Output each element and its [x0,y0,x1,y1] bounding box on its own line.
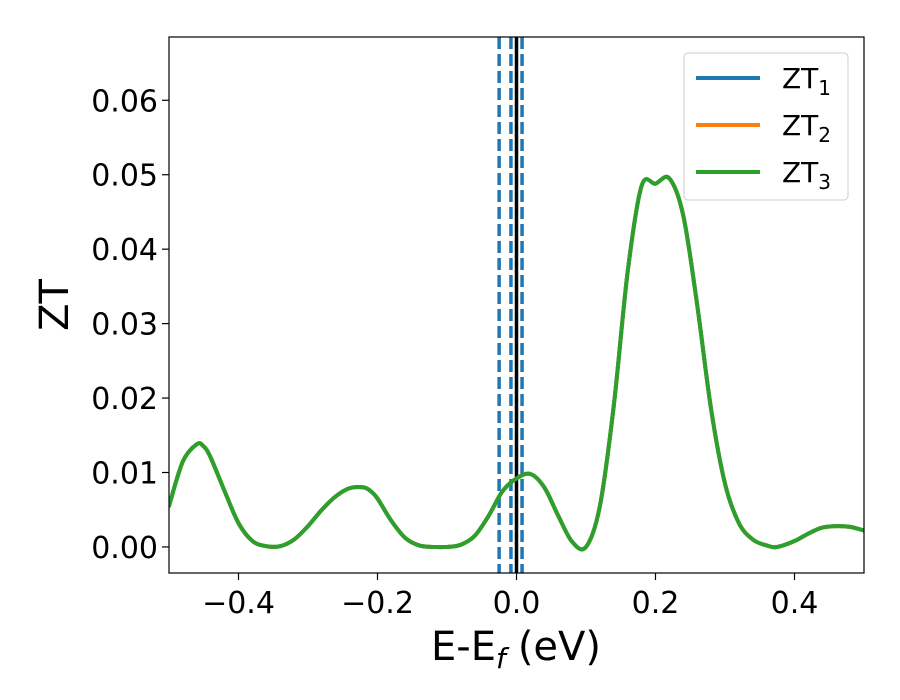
legend-label-zt1: ZT1 [782,62,831,100]
series-line-zt3 [169,174,864,552]
y-tick-label: 0.00 [91,531,158,566]
y-tick-label: 0.04 [91,233,158,268]
x-axis-label-unit: (eV) [518,624,601,670]
x-tick-label: 0.4 [771,586,819,621]
series-lines [169,174,864,552]
y-tick-label: 0.01 [91,457,158,492]
x-axis-label: E-Ef (eV) [431,624,601,675]
y-tick-label: 0.05 [91,159,158,194]
x-tick-label: −0.2 [341,586,414,621]
x-tick-label: 0.2 [632,586,680,621]
x-axis-label-subscript: f [496,642,510,675]
legend-label-zt3: ZT3 [782,156,831,194]
x-axis-ticks: −0.4 −0.2 0.0 0.2 0.4 [202,573,818,621]
legend-label-zt2: ZT2 [782,109,831,147]
y-axis-label: ZT [32,279,78,331]
y-axis-ticks: 0.00 0.01 0.02 0.03 0.04 0.05 0.06 [91,84,169,566]
y-tick-label: 0.02 [91,382,158,417]
y-tick-label: 0.06 [91,84,158,119]
legend: ZT1 ZT2 ZT3 [683,52,849,201]
x-tick-label: −0.4 [202,586,275,621]
x-tick-label: 0.0 [493,586,541,621]
legend-box [683,52,849,201]
y-tick-label: 0.03 [91,308,158,343]
